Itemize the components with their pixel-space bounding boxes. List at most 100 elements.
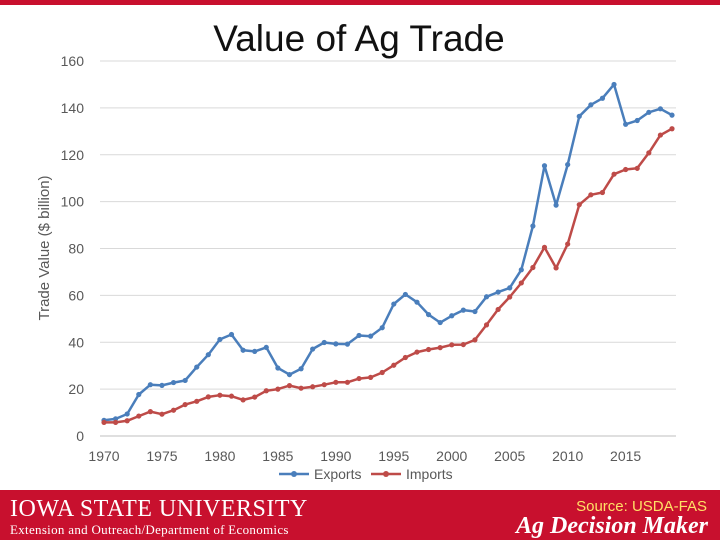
x-tick-label: 1990 — [320, 448, 351, 464]
data-point-exports — [136, 391, 142, 398]
data-point-exports — [356, 332, 362, 339]
footer-bar — [0, 490, 720, 540]
data-point-imports — [657, 132, 664, 138]
data-point-exports — [344, 341, 351, 347]
data-point-imports — [182, 401, 188, 408]
data-point-imports — [669, 126, 675, 132]
data-point-imports — [101, 419, 107, 426]
data-point-exports — [460, 307, 466, 313]
y-tick-label: 160 — [61, 53, 85, 69]
data-point-exports — [182, 377, 188, 384]
data-point-imports — [310, 384, 316, 390]
data-point-imports — [553, 265, 559, 271]
data-point-imports — [541, 244, 548, 250]
ag-decision-maker-logo: Ag Decision Maker — [516, 513, 708, 539]
data-point-imports — [483, 322, 490, 328]
data-point-exports — [263, 344, 269, 351]
data-point-imports — [252, 394, 258, 400]
data-point-exports — [483, 294, 490, 300]
data-point-exports — [669, 112, 675, 118]
data-point-imports — [495, 306, 501, 313]
data-point-imports — [437, 345, 443, 351]
data-point-imports — [414, 349, 420, 355]
legend: Exports Imports — [279, 466, 453, 482]
data-point-imports — [356, 375, 362, 382]
page-title: Value of Ag Trade — [213, 18, 505, 59]
data-point-exports — [472, 308, 478, 315]
data-point-exports — [495, 289, 501, 295]
data-point-imports — [599, 189, 606, 196]
source-note: Source: USDA-FAS — [576, 498, 707, 515]
data-point-imports — [576, 202, 582, 208]
data-point-exports — [657, 106, 664, 112]
university-logo: IOWA STATE UNIVERSITY — [10, 496, 308, 522]
y-tick-label: 40 — [68, 334, 84, 350]
gridlines — [100, 60, 676, 437]
data-point-imports — [263, 388, 269, 394]
data-point-imports — [217, 392, 223, 398]
data-point-imports — [472, 337, 478, 343]
y-axis-label: Trade Value ($ billion) — [36, 175, 53, 320]
y-tick-label: 100 — [61, 194, 85, 210]
y-tick-label: 0 — [76, 428, 84, 444]
data-point-exports — [646, 109, 652, 115]
data-point-imports — [611, 171, 617, 177]
series-line-exports — [103, 83, 673, 422]
data-point-exports — [425, 311, 432, 318]
data-point-imports — [646, 150, 652, 156]
data-point-imports — [368, 374, 374, 381]
department-line: Extension and Outreach/Department of Eco… — [10, 522, 289, 537]
data-point-imports — [124, 418, 130, 424]
data-point-exports — [379, 325, 385, 331]
data-point-exports — [414, 299, 420, 305]
data-point-exports — [217, 336, 223, 343]
data-point-exports — [518, 267, 524, 273]
data-point-exports — [402, 291, 408, 298]
data-point-imports — [344, 379, 351, 385]
data-point-exports — [170, 379, 177, 386]
data-point-imports — [194, 398, 200, 404]
data-point-imports — [623, 166, 629, 173]
data-point-exports — [159, 382, 165, 388]
data-point-imports — [286, 383, 293, 389]
data-point-imports — [147, 409, 153, 415]
data-point-exports — [321, 339, 327, 346]
x-tick-label: 2005 — [494, 448, 525, 464]
x-tick-label: 1970 — [88, 448, 119, 464]
data-point-exports — [588, 102, 594, 108]
data-point-exports — [368, 333, 374, 339]
data-point-exports — [124, 411, 130, 417]
data-point-exports — [391, 301, 397, 307]
y-tick-label: 60 — [68, 287, 84, 303]
data-point-imports — [275, 386, 281, 392]
x-tick-label: 2000 — [436, 448, 467, 464]
data-point-imports — [205, 394, 211, 400]
data-point-imports — [460, 341, 466, 348]
data-point-imports — [379, 369, 385, 376]
data-point-imports — [136, 413, 142, 419]
data-point-imports — [449, 342, 455, 348]
data-point-imports — [391, 362, 397, 368]
legend-exports-marker — [291, 471, 297, 477]
data-point-imports — [159, 411, 165, 417]
data-point-exports — [449, 313, 455, 319]
data-point-imports — [425, 346, 432, 353]
legend-imports-marker — [383, 471, 389, 477]
legend-imports-label: Imports — [406, 466, 453, 482]
series-layer — [101, 81, 675, 426]
x-tick-label: 1995 — [378, 448, 409, 464]
data-point-exports — [240, 347, 246, 353]
data-point-imports — [634, 165, 640, 171]
data-point-exports — [286, 371, 293, 378]
data-point-exports — [275, 365, 281, 371]
legend-exports-label: Exports — [314, 466, 361, 482]
data-point-exports — [333, 341, 339, 347]
x-tick-label: 1975 — [146, 448, 177, 464]
x-tick-label: 2010 — [552, 448, 583, 464]
series-line-imports — [104, 127, 673, 424]
data-point-exports — [530, 223, 536, 229]
data-point-exports — [541, 163, 548, 169]
data-point-imports — [321, 382, 327, 388]
data-point-imports — [518, 280, 524, 286]
data-point-imports — [333, 379, 339, 385]
